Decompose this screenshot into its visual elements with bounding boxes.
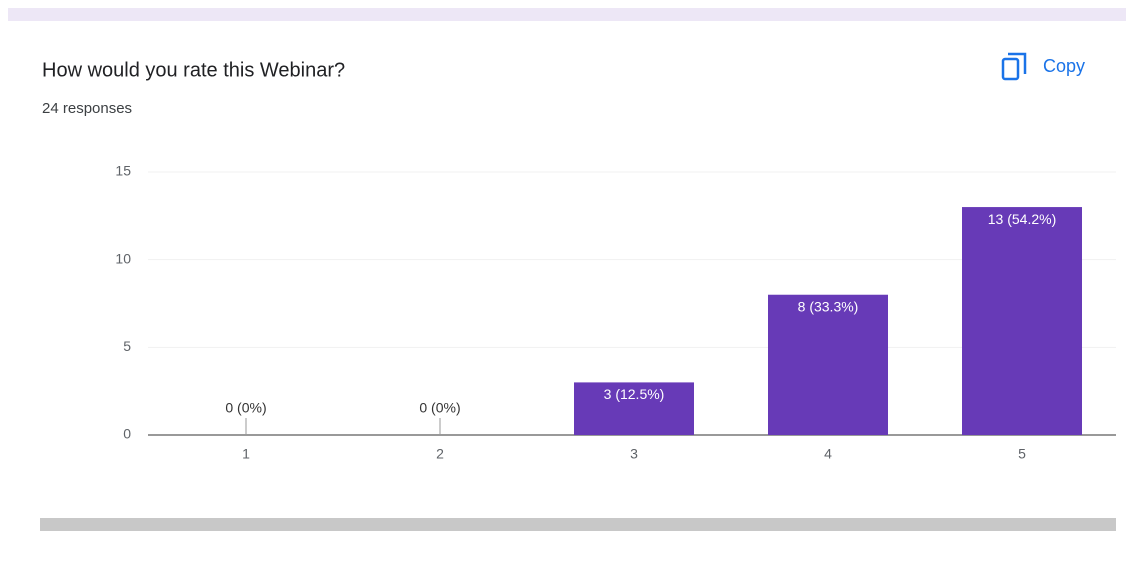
- x-tick-label: 1: [242, 446, 250, 462]
- value-label: 0 (0%): [225, 400, 266, 416]
- chart-subtitle: 24 responses: [42, 100, 132, 117]
- scrollbar[interactable]: [40, 518, 1116, 531]
- bar: [768, 294, 888, 435]
- value-label: 3 (12.5%): [604, 386, 665, 402]
- x-tick-label: 2: [436, 446, 444, 462]
- bar: [574, 382, 694, 435]
- value-label: 13 (54.2%): [988, 211, 1056, 227]
- copy-label[interactable]: Copy: [1043, 56, 1085, 76]
- y-tick-label: 15: [115, 163, 131, 179]
- x-tick-label: 5: [1018, 446, 1026, 462]
- x-tick-label: 3: [630, 446, 638, 462]
- copy-button[interactable]: Copy: [1001, 52, 1085, 81]
- value-label: 8 (33.3%): [798, 298, 859, 314]
- chart-title: How would you rate this Webinar?: [42, 59, 345, 81]
- top-band: [8, 8, 1126, 21]
- value-label: 0 (0%): [419, 400, 460, 416]
- y-tick-label: 5: [123, 338, 131, 354]
- copy-icon: [1001, 57, 1020, 81]
- copy-icon: [1008, 52, 1027, 74]
- x-tick-label: 4: [824, 446, 832, 462]
- bar: [962, 207, 1082, 435]
- y-tick-label: 10: [115, 250, 131, 266]
- y-tick-label: 0: [123, 426, 131, 442]
